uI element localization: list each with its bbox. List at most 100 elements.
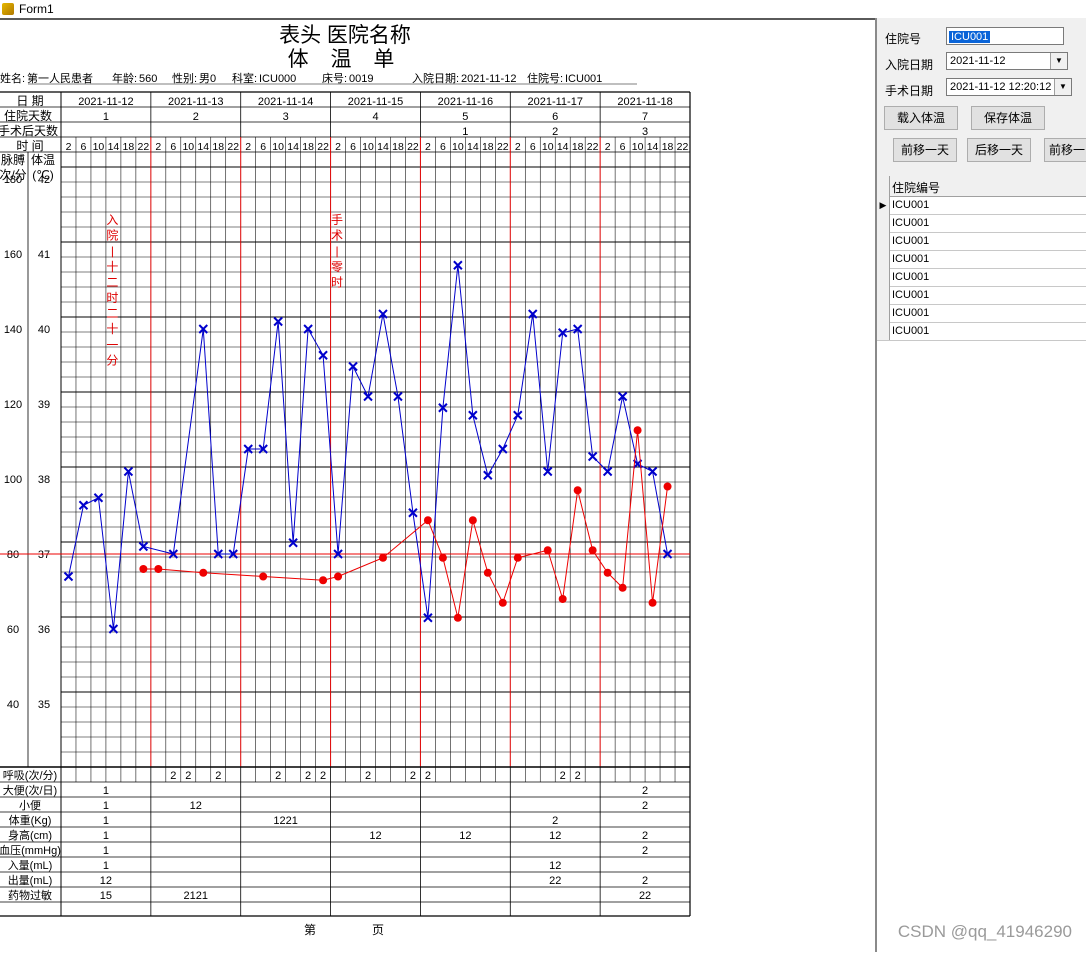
hour-tick-label: 18: [482, 141, 494, 153]
grid-row[interactable]: ICU001: [877, 322, 1086, 341]
prev-day-button[interactable]: 前移一天: [893, 138, 957, 162]
pulse-tick-label: 80: [7, 549, 19, 561]
annotation-char: 十: [106, 322, 118, 336]
pulse-point: [587, 451, 598, 462]
temp-point: [603, 568, 612, 577]
hour-tick-label: 6: [350, 141, 356, 153]
grid-header-label[interactable]: 住院编号: [892, 181, 941, 195]
grid-row[interactable]: ICU001: [877, 268, 1086, 287]
temp-point: [663, 482, 672, 491]
pulse-point: [453, 260, 463, 270]
hour-tick-label: 2: [155, 141, 161, 153]
app-icon: [2, 3, 14, 15]
header-label-temp-unit: (℃): [32, 168, 53, 182]
patient-field-value: ICU001: [565, 73, 602, 85]
bottom-row-cell: 2: [552, 815, 558, 827]
patient-field-value: 第一人民患者: [27, 71, 93, 85]
hour-tick-label: 18: [302, 141, 314, 153]
bottom-row-cell: 1: [103, 785, 109, 797]
temp-point: [438, 553, 447, 562]
patient-field-label: 科室:: [232, 71, 257, 85]
temp-point: [558, 595, 567, 603]
admission-no-value: ICU001: [949, 31, 991, 43]
hour-tick-label: 18: [123, 141, 135, 153]
control-panel: 住院号 ICU001 入院日期 2021-11-12 ▼ 手术日期 2021-1…: [877, 18, 1086, 952]
hour-tick-label: 18: [572, 141, 584, 153]
prev-day-button-2[interactable]: 前移一: [1044, 138, 1086, 162]
annotation-char: 院: [106, 229, 118, 243]
bottom-row-cell: 2121: [184, 890, 208, 902]
temp-tick-label: 37: [38, 549, 50, 561]
pulse-point: [138, 541, 149, 552]
bottom-row-cell: 1: [103, 845, 109, 857]
temp-point: [498, 598, 507, 607]
annotation-char: 时: [331, 275, 343, 289]
grid-row[interactable]: ICU001: [877, 304, 1086, 323]
admission-no-input[interactable]: ICU001: [946, 27, 1064, 45]
temp-point: [423, 516, 432, 525]
chevron-down-icon[interactable]: ▼: [1054, 79, 1071, 95]
row-indicator: [877, 250, 890, 268]
annotation-char: 入: [106, 213, 118, 227]
patient-field-value: 男0: [199, 73, 216, 85]
panel-splitter[interactable]: [875, 18, 877, 952]
hour-tick-label: 2: [515, 141, 521, 153]
grid-row[interactable]: ICU001: [877, 286, 1086, 305]
hour-tick-label: 10: [362, 141, 374, 153]
bottom-row-cell: 1221: [273, 815, 297, 827]
grid-row[interactable]: ICU001: [877, 214, 1086, 233]
grid-row-value: ICU001: [892, 271, 930, 283]
hour-tick-label: 14: [287, 141, 299, 153]
admit-date-picker[interactable]: 2021-11-12 ▼: [946, 52, 1068, 70]
pulse-point: [513, 410, 523, 420]
save-temperature-button[interactable]: 保存体温: [971, 106, 1045, 130]
pulse-point: [647, 466, 658, 477]
hour-tick-label: 2: [245, 141, 251, 153]
annotation-char: 手: [331, 213, 343, 227]
annotation-char: 术: [331, 229, 343, 243]
pulse-point: [423, 613, 433, 623]
temp-point: [468, 516, 477, 525]
header-label-pulse: 脉膊: [1, 152, 25, 167]
respiration-cell: 2: [575, 770, 581, 782]
pulse-point: [528, 309, 538, 319]
hour-tick-label: 14: [377, 141, 389, 153]
annotation-char: 一: [106, 338, 118, 352]
pulse-point: [468, 410, 478, 420]
header-label-days-in: 住院天数: [4, 108, 52, 123]
grid-row[interactable]: ICU001: [877, 250, 1086, 269]
pulse-point: [198, 324, 208, 334]
pulse-tick-label: 160: [4, 249, 22, 261]
pulse-point: [543, 466, 553, 477]
hour-tick-label: 22: [677, 141, 689, 153]
hour-tick-label: 10: [182, 141, 194, 153]
surgery-date-picker[interactable]: 2021-11-12 12:20:12 ▼: [946, 78, 1072, 96]
temp-point: [483, 568, 492, 577]
days-in-cell: 3: [283, 111, 289, 123]
bottom-row-label: 体重(Kg): [9, 813, 52, 827]
annotation-char: 二: [106, 307, 118, 321]
chevron-down-icon[interactable]: ▼: [1050, 53, 1067, 69]
hour-tick-label: 18: [662, 141, 674, 153]
bottom-row-cell: 1: [103, 860, 109, 872]
pulse-point: [273, 316, 283, 327]
current-row-pointer-icon: ▶: [877, 196, 890, 214]
pulse-point: [408, 508, 418, 518]
row-indicator: [877, 232, 890, 250]
temp-tick-label: 39: [38, 399, 50, 411]
patient-field-value: 560: [139, 73, 157, 85]
grid-row[interactable]: ICU001: [877, 232, 1086, 251]
bottom-row-label: 药物过敏: [8, 888, 52, 902]
temp-point: [573, 486, 582, 495]
load-temperature-button[interactable]: 载入体温: [884, 106, 958, 130]
annotation-char: 时: [106, 291, 118, 305]
grid-row-value: ICU001: [892, 217, 930, 229]
temp-point: [199, 568, 208, 577]
temp-point: [513, 553, 522, 562]
row-indicator: [877, 304, 890, 322]
days-in-cell: 5: [462, 111, 468, 123]
bottom-row-cell: 12: [549, 860, 561, 872]
grid-row[interactable]: ▶ ICU001: [877, 196, 1086, 215]
next-day-button[interactable]: 后移一天: [967, 138, 1031, 162]
